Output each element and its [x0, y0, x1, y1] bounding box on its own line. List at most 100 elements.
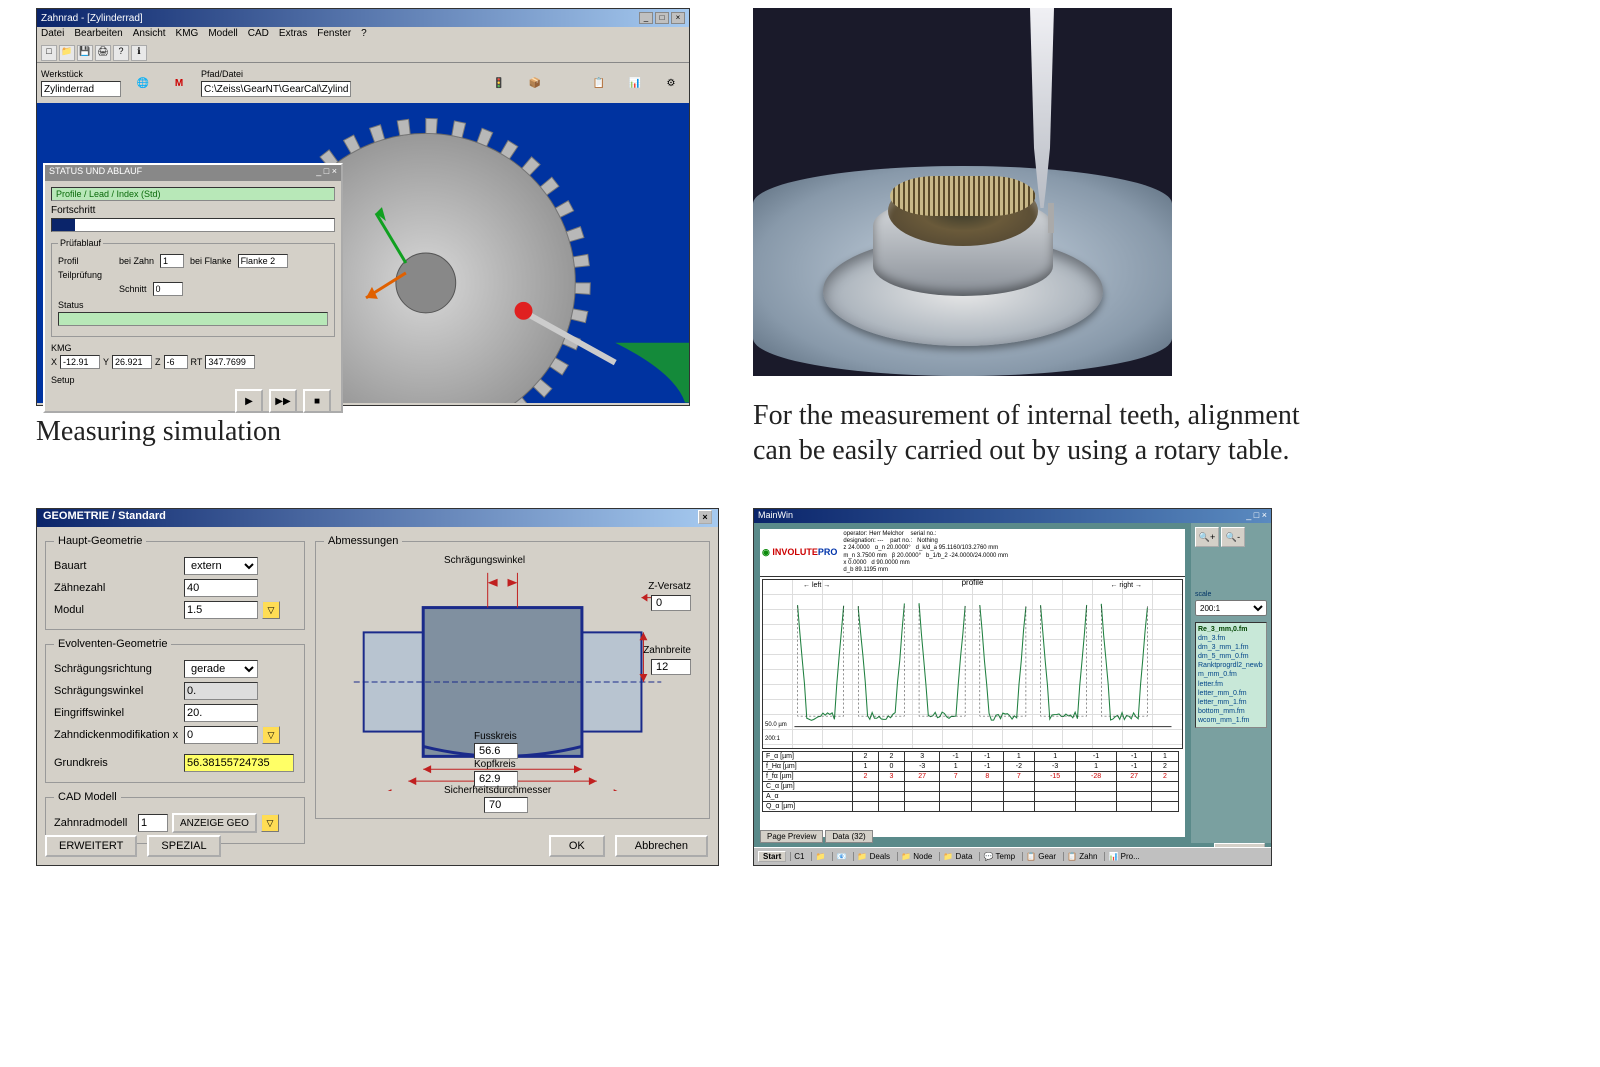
menu-item[interactable]: Modell [208, 28, 237, 42]
simulation-window: Zahnrad - [Zylinderrad] _ □ × Datei Bear… [36, 8, 690, 406]
modul-dropdown-icon[interactable]: ▽ [262, 601, 280, 619]
dialog-titlebar[interactable]: STATUS UND ABLAUF _ □ × [45, 165, 341, 181]
grundkreis-input[interactable] [184, 754, 294, 772]
menu-item[interactable]: Fenster [317, 28, 351, 42]
menu-item[interactable]: Datei [41, 28, 64, 42]
simulation-body: STATUS UND ABLAUF _ □ × Profile / Lead /… [37, 103, 689, 403]
anzeige-dropdown-icon[interactable]: ▽ [261, 814, 279, 832]
zoom-in-button[interactable]: 🔍+ [1195, 527, 1219, 547]
ok-button[interactable]: OK [549, 835, 605, 857]
bei-zahn-input[interactable] [160, 254, 184, 268]
einheit-icon[interactable]: M [165, 69, 193, 97]
eingriffswinkel-input[interactable] [184, 704, 258, 722]
modul-input[interactable] [184, 601, 258, 619]
window-controls[interactable]: _ □ × [1246, 510, 1267, 522]
taskbar-item[interactable]: 📋 Zahn [1063, 852, 1100, 861]
prufablauf-legend: Prüfablauf [58, 238, 103, 248]
tab-preview[interactable]: Page Preview [760, 830, 823, 843]
start-button[interactable]: Start [758, 851, 786, 862]
calypso-icon[interactable]: 📊 [621, 69, 649, 97]
x-input[interactable] [60, 355, 100, 369]
werkstuck-input[interactable] [41, 81, 121, 97]
stop-button[interactable]: ■ [303, 389, 331, 413]
taskbar-item[interactable]: 📊 Pro... [1104, 852, 1142, 861]
sicherheits-label: Sicherheitsdurchmesser [444, 785, 551, 796]
schragwinkel-input[interactable] [184, 682, 258, 700]
dialog-close-icon[interactable]: _ □ × [316, 166, 337, 180]
aci-icon[interactable]: 🚦 [485, 69, 513, 97]
report-header: ◉ INVOLUTEPRO operator: Herr Melchor ser… [760, 529, 1185, 577]
tab-data[interactable]: Data (32) [825, 830, 872, 843]
x-label: X [51, 357, 57, 367]
abbrechen-button[interactable]: Abbrechen [615, 835, 708, 857]
menu-item[interactable]: KMG [176, 28, 199, 42]
kmg-icon[interactable]: 📦 [521, 69, 549, 97]
status-label: Status [58, 300, 84, 310]
fusskreis-input[interactable] [474, 743, 518, 759]
menu-item[interactable]: Ansicht [133, 28, 166, 42]
close-button[interactable]: × [671, 12, 685, 24]
setup-icon[interactable]: 📋 [585, 69, 613, 97]
menu-item[interactable]: CAD [248, 28, 269, 42]
taskbar-item[interactable]: 📁 Node [897, 852, 935, 861]
zoom-out-button[interactable]: 🔍- [1221, 527, 1245, 547]
erweitert-button[interactable]: ERWEITERT [45, 835, 137, 857]
bei-flanke-input[interactable] [238, 254, 288, 268]
menu-item[interactable]: ? [361, 28, 367, 42]
sicherheits-input[interactable] [484, 797, 528, 813]
meta-db-row: d_b 89.1195 mm [843, 567, 1183, 574]
taskbar-item[interactable]: 📁 [811, 852, 828, 861]
taskbar-item[interactable]: 📧 [832, 852, 849, 861]
bei-zahn-label: bei Zahn [119, 256, 154, 266]
zversatz-input[interactable] [651, 595, 691, 611]
fast-forward-button[interactable]: ▶▶ [269, 389, 297, 413]
zahndickenmod-input[interactable] [184, 726, 258, 744]
z-label: Z [155, 357, 161, 367]
zahndickenmod-dropdown-icon[interactable]: ▽ [262, 726, 280, 744]
abmessungen-group: Abmessungen [315, 535, 710, 819]
involute-title: MainWin [758, 510, 793, 522]
maximize-button[interactable]: □ [655, 12, 669, 24]
schragrichtung-select[interactable]: gerade [184, 660, 258, 678]
toolbar-save-icon[interactable]: 💾 [77, 45, 93, 61]
abmessungen-legend: Abmessungen [324, 535, 402, 547]
zahnbreite-input[interactable] [651, 659, 691, 675]
zahnradmodell-input[interactable] [138, 814, 168, 832]
zahnezahl-input[interactable] [184, 579, 258, 597]
schnitt-input[interactable] [153, 282, 183, 296]
play-button[interactable]: ▶ [235, 389, 263, 413]
typ-icon[interactable]: 🌐 [129, 69, 157, 97]
pfad-field: Pfad/Datei [201, 69, 351, 97]
titlebar[interactable]: Zahnrad - [Zylinderrad] _ □ × [37, 9, 689, 27]
zahndickenmod-label: Zahndickenmodifikation x [54, 729, 180, 741]
menu-item[interactable]: Extras [279, 28, 307, 42]
toolbar-help-icon[interactable]: ? [113, 45, 129, 61]
menu-item[interactable]: Bearbeiten [74, 28, 122, 42]
scale-select[interactable]: 200:1 [1195, 600, 1267, 616]
z-input[interactable] [164, 355, 188, 369]
geometry-titlebar[interactable]: GEOMETRIE / Standard × [37, 509, 718, 527]
minimize-button[interactable]: _ [639, 12, 653, 24]
rt-input[interactable] [205, 355, 255, 369]
y-input[interactable] [112, 355, 152, 369]
taskbar-item[interactable]: 📋 Gear [1022, 852, 1059, 861]
file-list[interactable]: Re_3_mm,0.fm dm_3.fmdm_3_mm_1.fmdm_5_mm_… [1195, 622, 1267, 728]
preset-icon[interactable]: ⚙ [657, 69, 685, 97]
window-title: Zahnrad - [Zylinderrad] [41, 13, 143, 24]
taskbar-item[interactable]: 📁 Deals [853, 852, 893, 861]
pfad-input[interactable] [201, 81, 351, 97]
taskbar-item[interactable]: 💬 Temp [979, 852, 1018, 861]
spezial-button[interactable]: SPEZIAL [147, 835, 220, 857]
toolbar-open-icon[interactable]: 📁 [59, 45, 75, 61]
fortschritt-label: Fortschritt [51, 205, 95, 216]
anzeige-geo-button[interactable]: ANZEIGE GEO [172, 813, 257, 833]
toolbar-print-icon[interactable]: 🖨 [95, 45, 111, 61]
taskbar-item[interactable]: C1 [790, 852, 807, 861]
close-icon[interactable]: × [698, 510, 712, 524]
toolbar-info-icon[interactable]: ℹ [131, 45, 147, 61]
toolbar-new-icon[interactable]: □ [41, 45, 57, 61]
involute-titlebar[interactable]: MainWin _ □ × [754, 509, 1271, 523]
taskbar-item[interactable]: 📁 Data [939, 852, 975, 861]
bauart-select[interactable]: extern [184, 557, 258, 575]
results-table: F_α [µm]223-1-111-1-11f_Hα [µm]10-31-1-2… [762, 751, 1179, 812]
